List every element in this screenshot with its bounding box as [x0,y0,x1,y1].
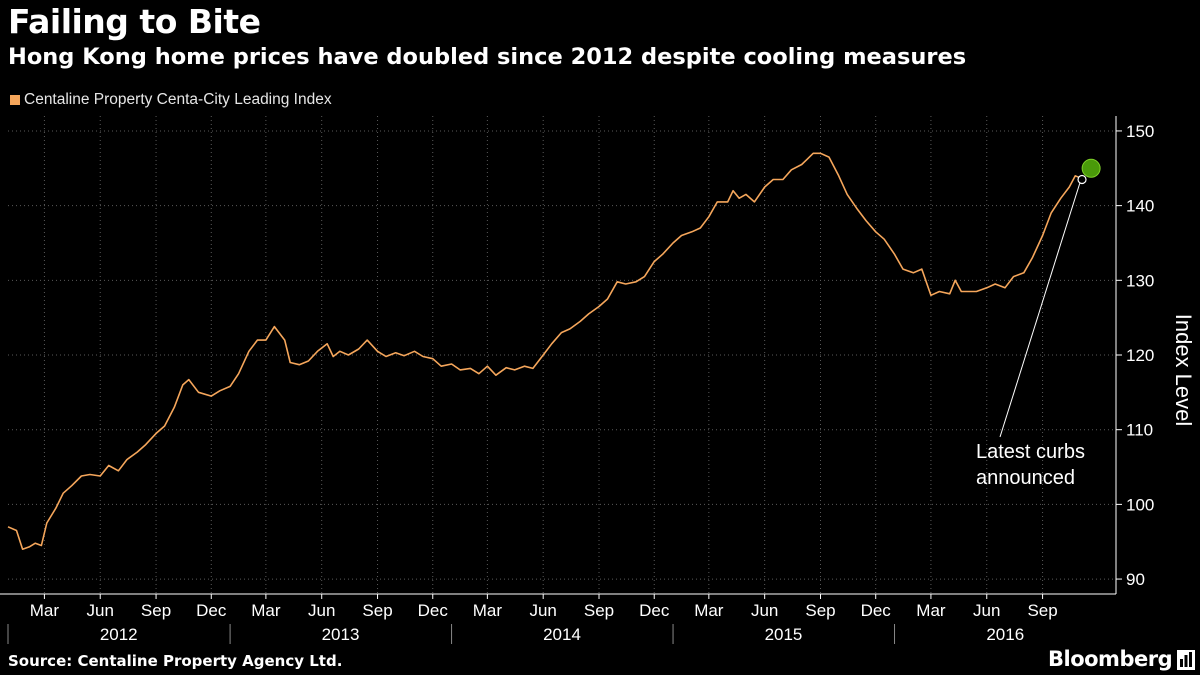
x-tick-label: Jun [751,601,778,620]
y-tick-label: 90 [1126,570,1145,589]
bloomberg-logo: Bloomberg [1048,647,1173,671]
x-tick-label: Dec [196,601,227,620]
chart-subtitle: Hong Kong home prices have doubled since… [8,44,967,70]
year-label: 2015 [765,625,803,644]
annotation-leader-line [999,182,1081,438]
x-tick-label: Jun [87,601,114,620]
x-tick-label: Sep [584,601,614,620]
x-tick-label: Sep [362,601,392,620]
x-tick-label: Jun [973,601,1000,620]
x-tick-label: Sep [141,601,171,620]
legend: Centaline Property Centa-City Leading In… [10,91,332,109]
x-tick-label: Jun [529,601,556,620]
y-tick-label: 120 [1126,346,1154,365]
annotation-text-line: announced [976,467,1075,489]
x-tick-label: Mar [473,601,503,620]
annotation-text-line: Latest curbs [976,441,1085,463]
y-tick-label: 150 [1126,122,1154,141]
latest-value-marker [1081,158,1101,178]
x-tick-label: Mar [251,601,281,620]
x-tick-label: Mar [694,601,724,620]
y-tick-label: 110 [1126,421,1153,440]
year-label: 2013 [322,625,360,644]
source-note: Source: Centaline Property Agency Ltd. [8,652,343,670]
x-tick-label: Dec [861,601,892,620]
y-tick-label: 140 [1126,197,1154,216]
x-tick-label: Dec [639,601,670,620]
legend-label: Centaline Property Centa-City Leading In… [24,91,332,108]
year-label: 2014 [543,625,581,644]
x-tick-label: Mar [30,601,60,620]
x-tick-label: Mar [916,601,946,620]
y-axis-label: Index Level [1171,314,1196,427]
x-tick-label: Sep [1027,601,1057,620]
year-label: 2012 [100,625,138,644]
y-tick-label: 130 [1126,271,1154,290]
x-tick-label: Jun [308,601,335,620]
bloomberg-mark-icon [1177,650,1195,670]
chart-title: Failing to Bite [8,2,261,41]
y-tick-label: 100 [1126,495,1154,514]
x-tick-label: Dec [418,601,449,620]
year-label: 2016 [986,625,1024,644]
annotation-point [1077,174,1087,185]
legend-swatch [10,95,20,105]
annotation-text: Latest curbs announced [976,441,1085,489]
x-tick-label: Sep [805,601,835,620]
series-line [7,152,1083,550]
